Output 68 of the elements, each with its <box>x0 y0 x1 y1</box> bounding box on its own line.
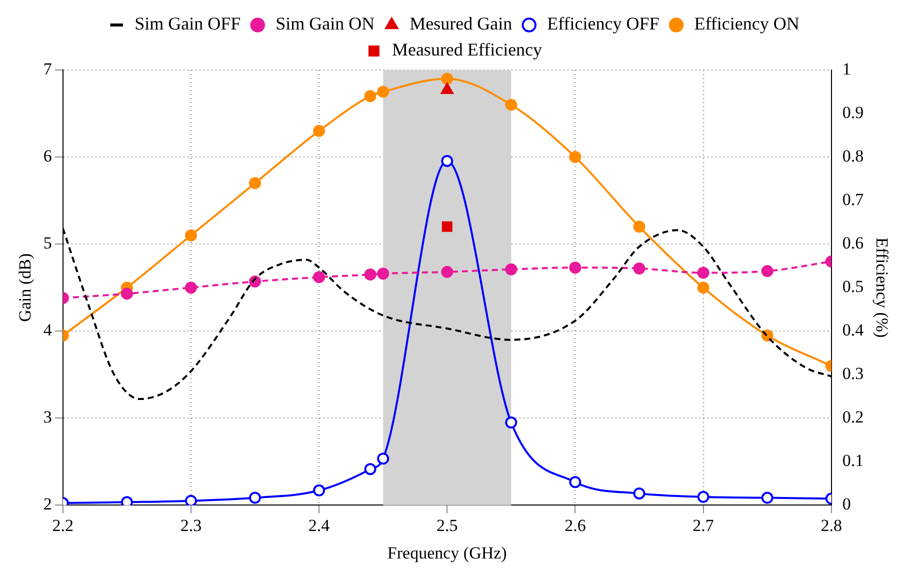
x-axis-title: Frequency (GHz) <box>387 543 507 562</box>
y2-tick-label: 0.1 <box>842 451 864 470</box>
x-tick-label: 2.6 <box>564 516 586 535</box>
point <box>442 221 452 232</box>
y2-tick-label: 0.2 <box>842 408 864 427</box>
point <box>761 492 774 504</box>
y2-tick-label: 0.9 <box>842 102 864 122</box>
point <box>761 265 774 278</box>
point <box>313 124 326 137</box>
y-tick-label: 7 <box>43 59 52 78</box>
point <box>377 268 390 280</box>
point <box>569 151 582 164</box>
point <box>441 266 454 278</box>
y-tick-label: 5 <box>43 234 52 253</box>
point <box>313 484 326 496</box>
point <box>569 476 582 488</box>
y2-tick-label: 0.8 <box>842 146 864 166</box>
legend-label: Mesured Gain <box>410 14 512 34</box>
y-tick-label: 4 <box>43 320 52 340</box>
point <box>505 98 518 111</box>
legend-label: Sim Gain ON <box>276 14 375 34</box>
y-axis-title: Gain (dB) <box>16 253 35 322</box>
y2-tick-label: 0.4 <box>842 320 864 340</box>
point <box>120 288 133 300</box>
point <box>505 263 518 276</box>
point <box>184 494 197 506</box>
point <box>120 496 133 506</box>
x-tick-label: 2.3 <box>180 516 202 535</box>
point <box>569 262 582 274</box>
point <box>697 282 710 294</box>
point <box>364 90 376 102</box>
legend-label: Efficiency ON <box>694 14 800 34</box>
point <box>633 220 646 233</box>
point <box>633 487 646 500</box>
x-tick-label: 2.5 <box>436 516 458 535</box>
point <box>441 154 454 167</box>
y2-tick-label: 0.7 <box>842 190 864 210</box>
point <box>633 262 646 274</box>
y2-tick-label: 0.6 <box>842 234 864 253</box>
point <box>440 83 454 94</box>
point <box>364 268 376 281</box>
x-tick-label: 2.8 <box>820 516 842 535</box>
point <box>313 271 326 284</box>
legend-label: Sim Gain OFF <box>134 14 241 34</box>
point <box>184 282 197 294</box>
point <box>364 463 376 476</box>
x-tick-label: 2.7 <box>692 516 714 535</box>
y-tick-label: 2 <box>43 494 52 514</box>
y2-axis-title: Efficiency (%) <box>872 237 892 338</box>
y-tick-label: 3 <box>43 408 52 427</box>
y2-tick-label: 1 <box>842 59 851 78</box>
y2-tick-label: 0.5 <box>842 277 864 296</box>
point <box>505 416 518 429</box>
point <box>697 490 710 503</box>
point <box>697 266 710 279</box>
point <box>441 72 454 85</box>
point <box>249 177 262 190</box>
y2-tick-label: 0.3 <box>842 364 864 384</box>
point <box>184 229 197 242</box>
x-tick-label: 2.4 <box>308 516 330 535</box>
legend-label: Efficiency OFF <box>547 14 660 34</box>
legend-label: Measured Efficiency <box>392 40 542 60</box>
y-tick-label: 6 <box>43 146 52 166</box>
point <box>377 452 390 465</box>
point <box>249 492 262 504</box>
point <box>377 86 390 98</box>
y2-tick-label: 0 <box>842 494 851 514</box>
x-tick-label: 2.2 <box>52 516 74 535</box>
